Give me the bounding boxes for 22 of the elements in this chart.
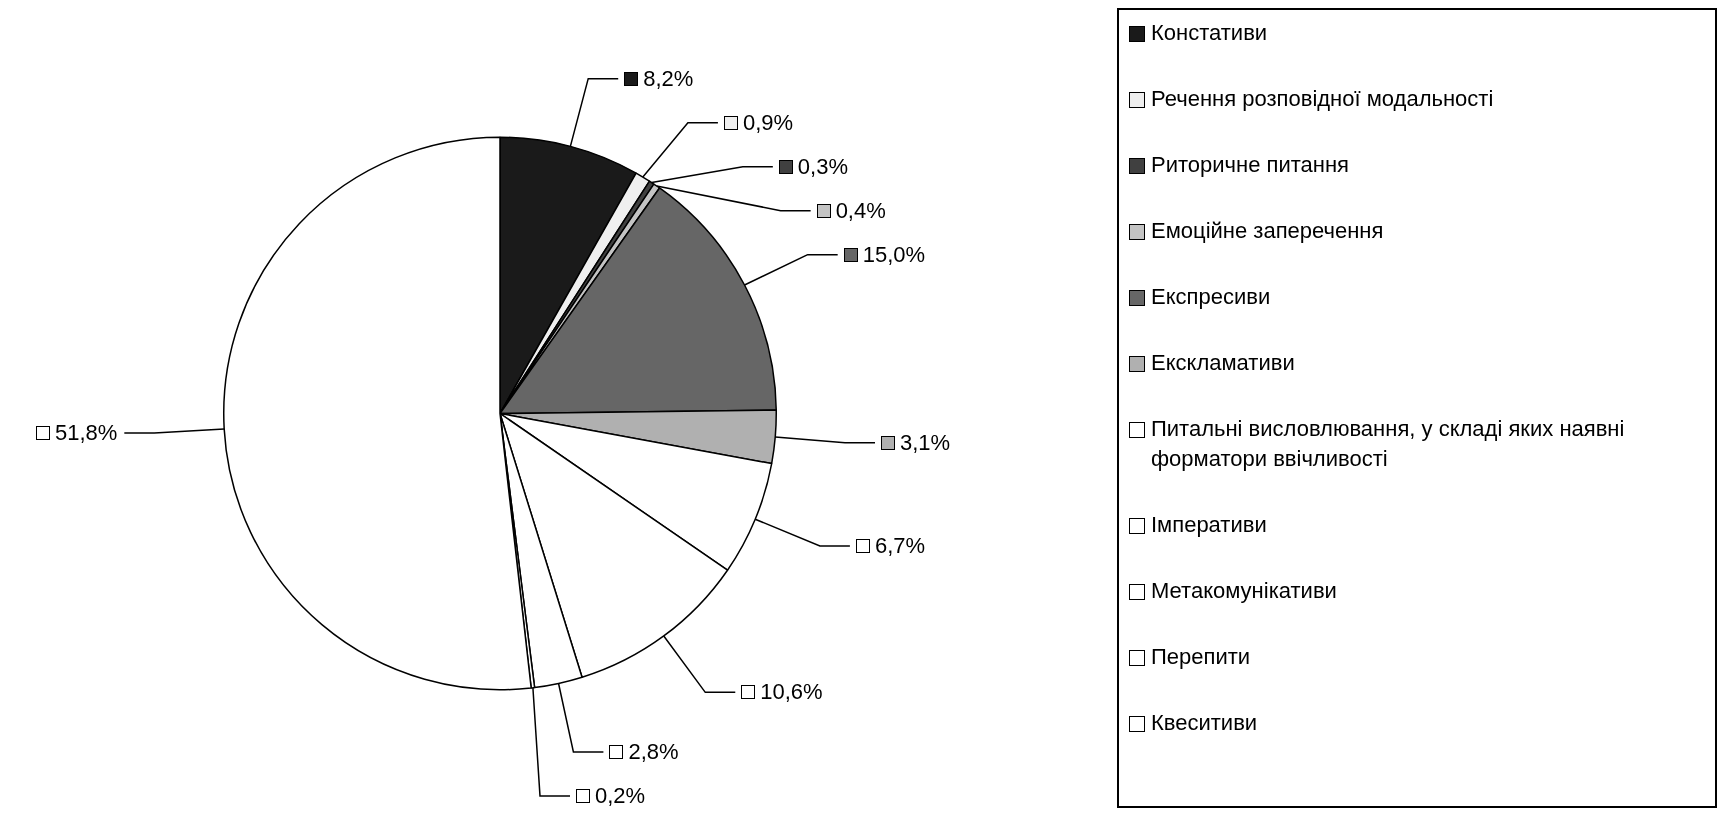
data-label: 10,6% — [760, 679, 823, 705]
data-label: 2,8% — [628, 738, 679, 764]
data-label: 0,3% — [797, 153, 848, 179]
legend-label: Імперативи — [1151, 511, 1267, 539]
legend-label: Експресиви — [1151, 283, 1271, 311]
data-label: 51,8% — [54, 420, 118, 446]
legend-label: Екскламативи — [1151, 349, 1295, 377]
legend-label: Метакомунікативи — [1151, 577, 1337, 605]
data-label: 0,2% — [595, 782, 646, 808]
data-label: 3,1% — [900, 429, 951, 455]
legend-label: Констативи — [1151, 19, 1268, 47]
legend-label: Риторичне питання — [1151, 151, 1349, 179]
legend-label: Емоційне заперечення — [1151, 217, 1384, 245]
data-label: 6,7% — [874, 533, 926, 559]
legend-label: Квеситиви — [1151, 709, 1258, 737]
data-label: 0,4% — [835, 197, 886, 223]
legend-label: Речення розповідної модальності — [1151, 85, 1494, 113]
data-label: 0,9% — [742, 109, 794, 135]
legend-label: Перепити — [1151, 643, 1251, 671]
data-label: 8,2% — [643, 65, 694, 91]
data-label: 15,0% — [862, 241, 926, 267]
legend-label: Питальні висловлювання, у складі яких наявні форматори ввічливості — [1151, 415, 1626, 473]
